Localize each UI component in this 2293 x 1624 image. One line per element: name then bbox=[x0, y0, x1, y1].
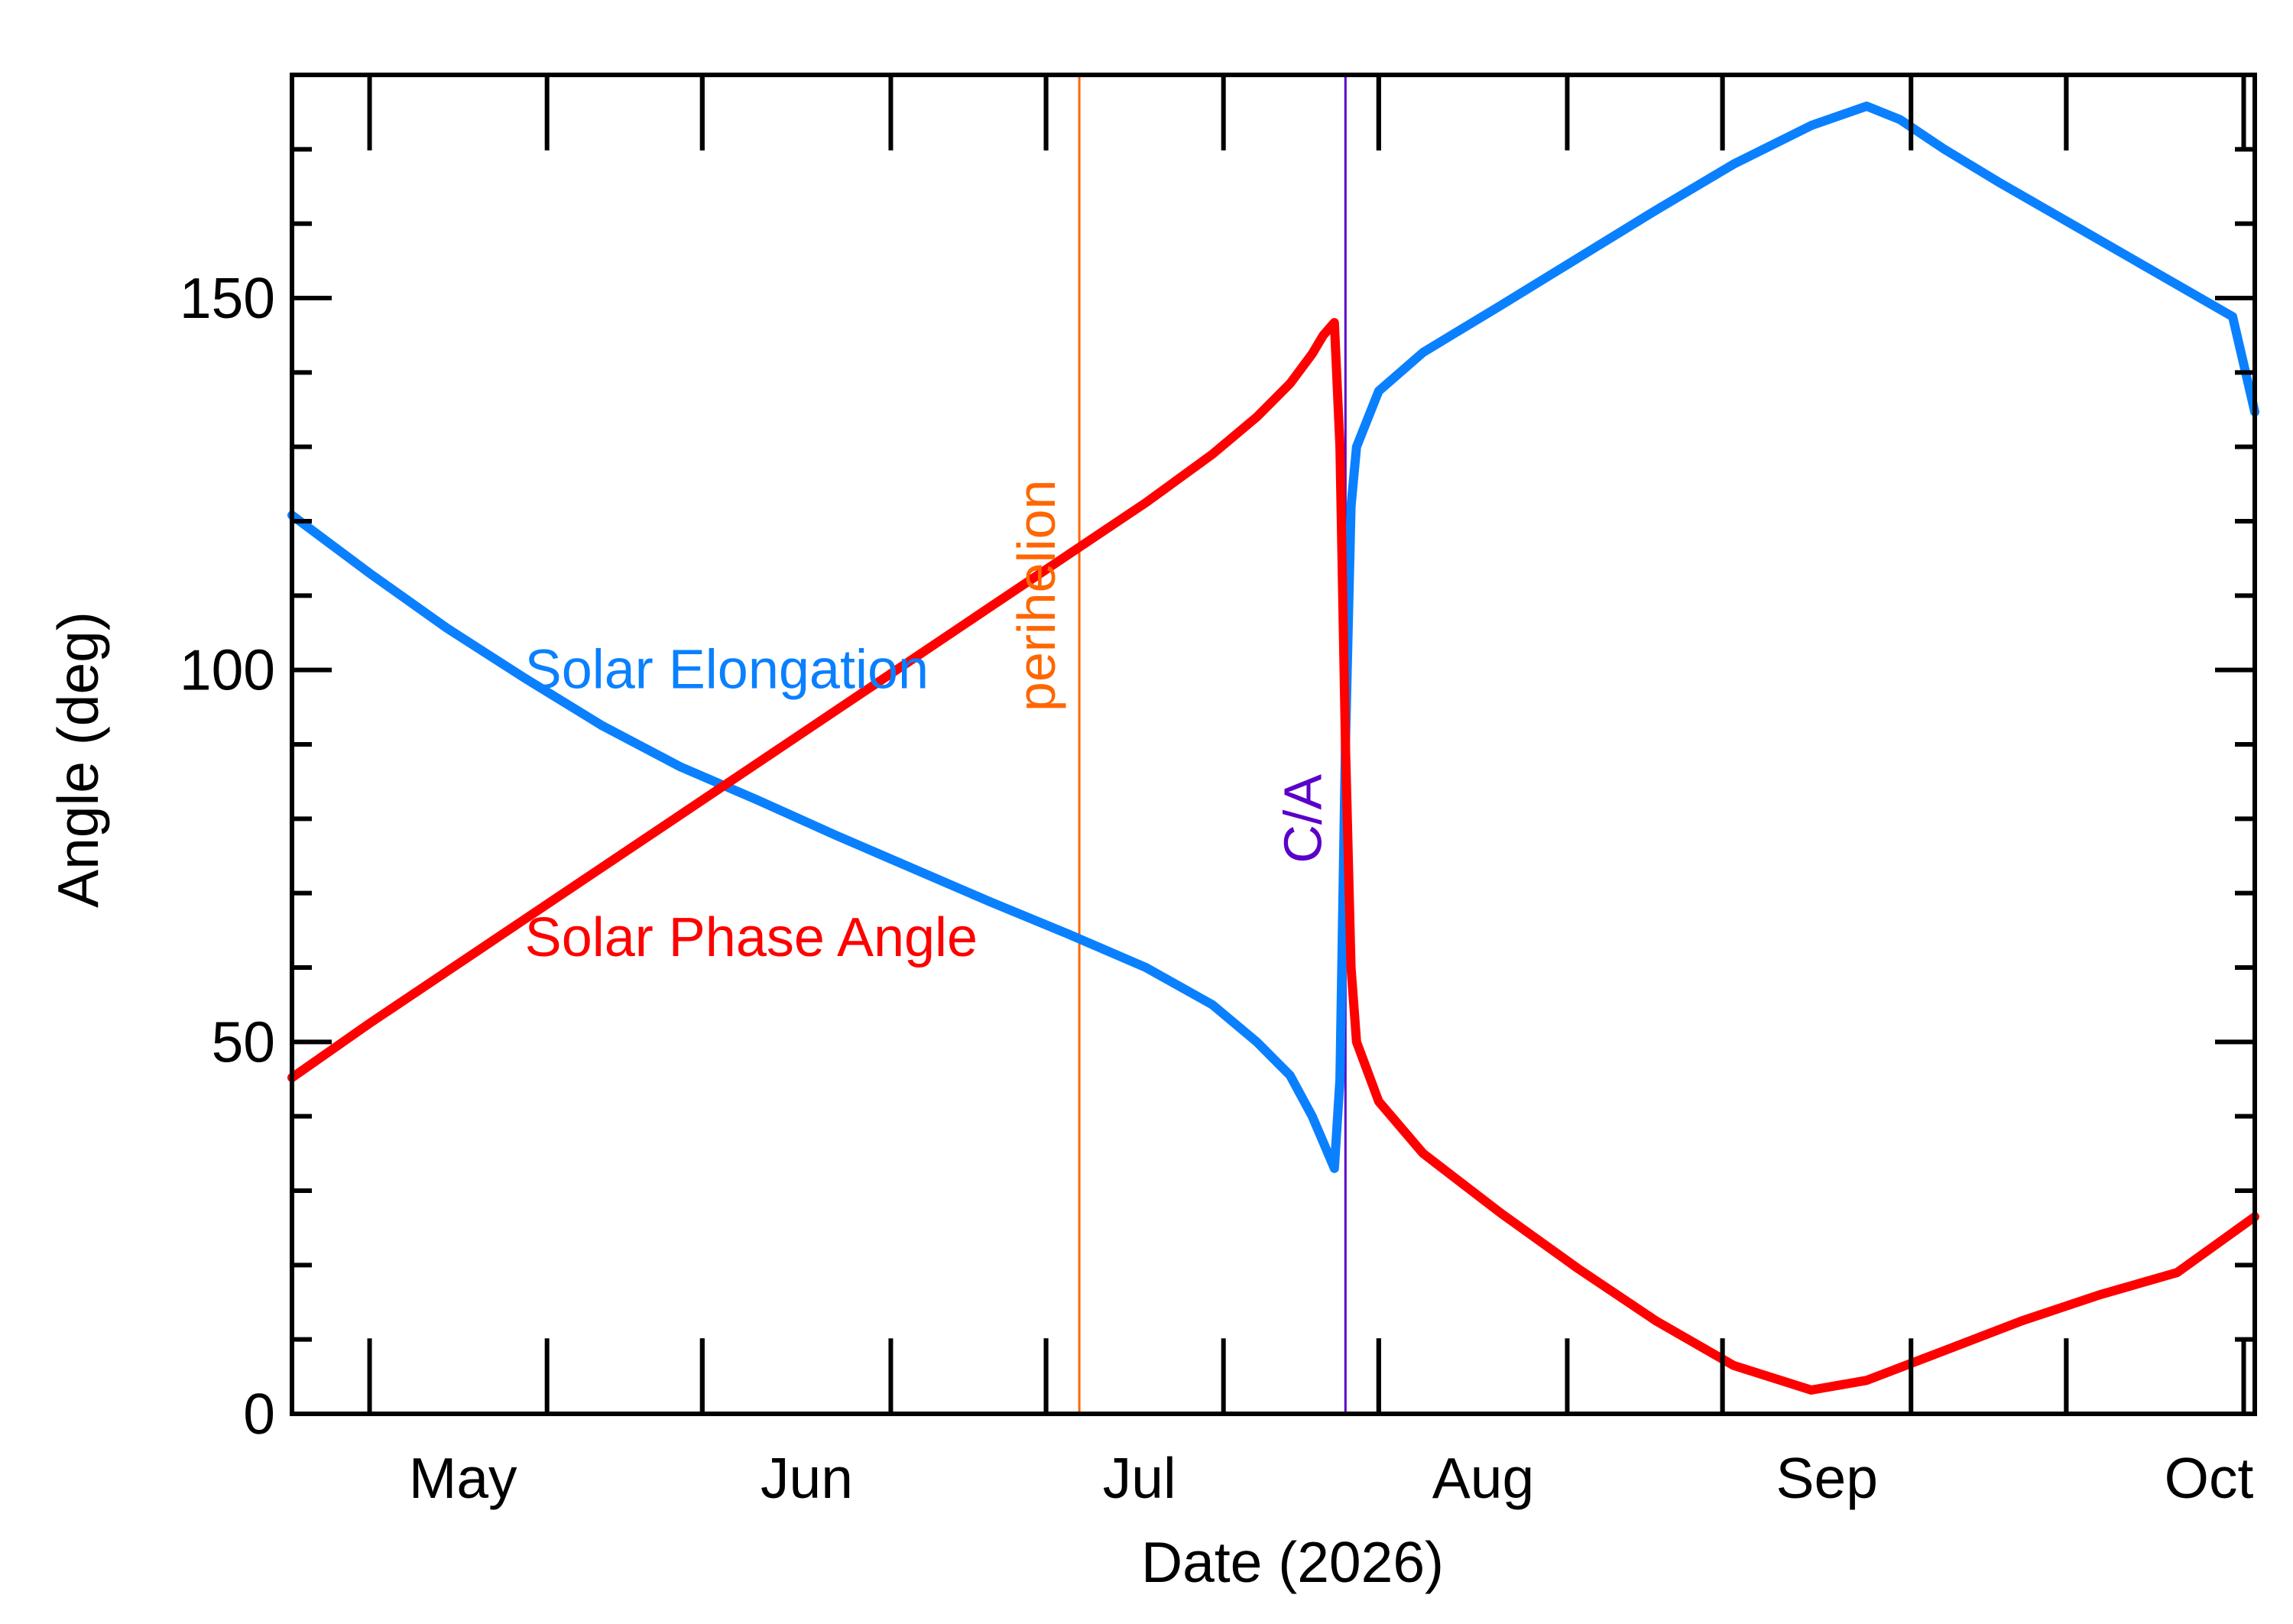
x-tick-label: Sep bbox=[1776, 1446, 1878, 1510]
y-tick-label: 50 bbox=[212, 1010, 275, 1074]
series-label-solar-elongation: Solar Elongation bbox=[525, 640, 929, 701]
event-label-c-a: C/A bbox=[1273, 774, 1332, 864]
x-tick-label: Jun bbox=[761, 1446, 853, 1510]
series-lines bbox=[287, 101, 2259, 1395]
text-labels: perihelion C/A 0 50 100 150 May Jun Jul Aug Sep Oct… bbox=[180, 266, 2254, 1510]
x-tick-label: Jul bbox=[1103, 1446, 1176, 1510]
x-tick-label: May bbox=[409, 1446, 517, 1510]
series-label-solar-phase-angle: Solar Phase Angle bbox=[525, 907, 978, 968]
x-axis-title: Date (2026) bbox=[1141, 1530, 1444, 1594]
axis-ticks bbox=[292, 73, 2255, 1416]
y-tick-label: 100 bbox=[180, 638, 275, 702]
event-label-perihelion: perihelion bbox=[1007, 480, 1066, 712]
series-line-solar-elongation bbox=[287, 101, 2259, 1173]
x-tick-label: Oct bbox=[2165, 1446, 2254, 1510]
series-line-solar-phase-angle bbox=[287, 318, 2259, 1395]
y-tick-label: 150 bbox=[180, 266, 275, 330]
x-tick-label: Aug bbox=[1432, 1446, 1534, 1510]
y-axis-title: Angle (deg) bbox=[46, 611, 110, 908]
y-tick-label: 0 bbox=[243, 1382, 275, 1446]
